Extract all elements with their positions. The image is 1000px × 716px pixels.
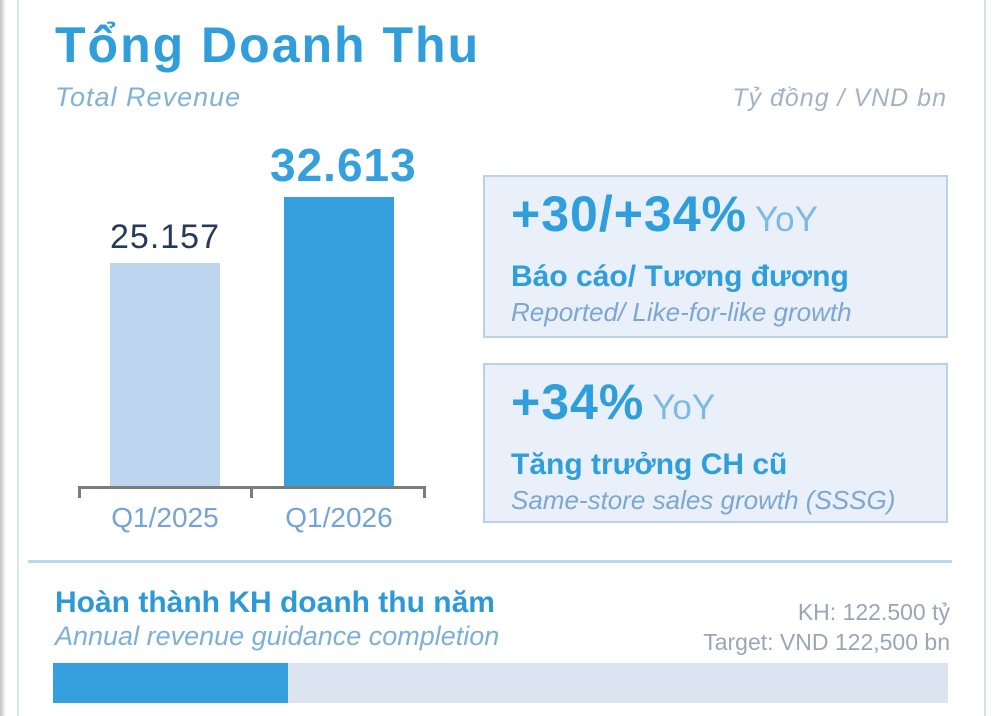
sssg-value: +34% (511, 374, 645, 430)
guidance-title-en: Annual revenue guidance completion (55, 621, 500, 651)
guidance-target-vi: KH: 122.500 tỷ (797, 599, 950, 625)
card-right-border (984, 0, 986, 716)
stat-card-reported-growth: +30/+34% YoY Báo cáo/ Tương đương Reporte… (483, 175, 948, 338)
x-axis-tick (78, 486, 81, 498)
guidance-title-vi: Hoàn thành KH doanh thu năm (55, 586, 495, 619)
yoy-suffix: YoY (652, 388, 716, 427)
sssg-label-vi: Tăng trưởng CH cũ (511, 448, 788, 481)
bar-value-q1-2026: 32.613 (270, 139, 417, 191)
stat-value-line: +30/+34% YoY (511, 185, 946, 256)
guidance-target: KH: 122.500 tỷ Target: VND 122,500 bn (703, 597, 950, 657)
yoy-suffix: YoY (754, 200, 818, 239)
unit-label: Tỷ đồng / VND bn (732, 84, 947, 112)
page-edge-shadow (0, 0, 6, 716)
guidance-progress-bar (53, 663, 948, 703)
bar-q1-2025 (110, 263, 220, 487)
section-divider (28, 560, 952, 563)
x-axis-tick (250, 486, 253, 498)
bar-q1-2026 (284, 197, 394, 487)
stat-card-sssg: +34% YoY Tăng trưởng CH cũ Same-store sal… (483, 363, 948, 523)
reported-growth-label-en: Reported/ Like-for-like growth (511, 297, 852, 327)
reported-growth-value: +30/+34% (511, 186, 747, 242)
guidance-target-en: Target: VND 122,500 bn (703, 629, 950, 655)
x-axis-tick (423, 486, 426, 498)
reported-growth-label-vi: Báo cáo/ Tương đương (511, 260, 849, 293)
category-label-q1-2026: Q1/2026 (285, 502, 393, 533)
progress-fill (53, 663, 289, 703)
stat-value-line: +34% YoY (511, 373, 946, 444)
bar-value-q1-2025: 25.157 (110, 218, 220, 256)
page-title: Tổng Doanh Thu (55, 17, 481, 73)
sssg-label-en: Same-store sales growth (SSSG) (511, 485, 896, 515)
page-subtitle: Total Revenue (55, 82, 242, 112)
card-left-border (17, 0, 19, 716)
category-label-q1-2025: Q1/2025 (111, 502, 219, 533)
